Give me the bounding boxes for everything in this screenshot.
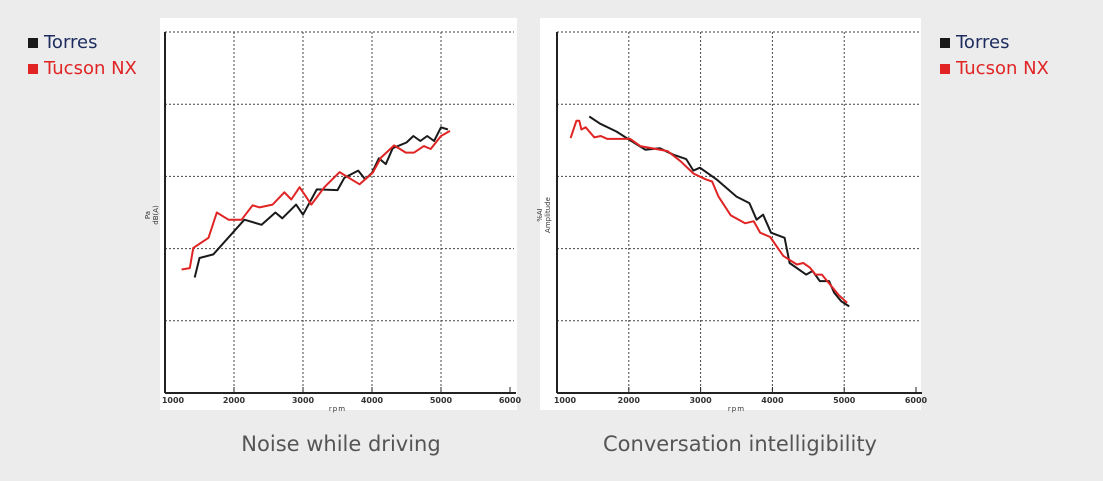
x-tick-label: 2000: [618, 396, 641, 405]
y-axis-label: Pa: [144, 211, 152, 219]
x-tick-label: 5000: [430, 396, 453, 405]
legend-label: Tucson NX: [956, 58, 1049, 79]
torres-swatch: [940, 38, 950, 48]
y-axis-label: Amplitude: [544, 197, 552, 233]
legend-label: Torres: [956, 32, 1010, 53]
x-axis-label: rpm: [329, 405, 346, 413]
legend-label: Tucson NX: [44, 58, 137, 79]
legend-item-torres: Torres: [940, 30, 1049, 56]
legend-right: Torres Tucson NX: [940, 30, 1049, 82]
y-axis-label: dB(A): [152, 205, 160, 225]
legend-item-torres: Torres: [28, 30, 137, 56]
series-line-tucson-nx: [181, 130, 451, 271]
legend-item-tucson: Tucson NX: [28, 56, 137, 82]
x-tick-label: 3000: [689, 396, 712, 405]
x-tick-label: 6000: [499, 396, 522, 405]
x-tick-label: 4000: [761, 396, 784, 405]
legend-left: Torres Tucson NX: [28, 30, 137, 82]
x-tick-label: 6000: [905, 396, 928, 405]
x-tick-label: 3000: [292, 396, 315, 405]
tucson-swatch: [940, 64, 950, 74]
x-tick-label: 5000: [833, 396, 856, 405]
legend-item-tucson: Tucson NX: [940, 56, 1049, 82]
x-tick-label: 1000: [554, 396, 577, 405]
y-axis-label: %AI: [536, 208, 544, 222]
tucson-swatch: [28, 64, 38, 74]
torres-swatch: [28, 38, 38, 48]
series-line-torres: [193, 126, 449, 278]
x-axis-label: rpm: [728, 405, 745, 413]
x-tick-label: 1000: [162, 396, 185, 405]
series-line-tucson-nx: [569, 119, 848, 304]
chart-title-intelligibility: Conversation intelligibility: [603, 432, 877, 456]
x-tick-label: 2000: [223, 396, 246, 405]
series-line-torres: [588, 115, 850, 308]
x-tick-label: 4000: [361, 396, 384, 405]
chart-title-noise: Noise while driving: [241, 432, 441, 456]
legend-label: Torres: [44, 32, 98, 53]
